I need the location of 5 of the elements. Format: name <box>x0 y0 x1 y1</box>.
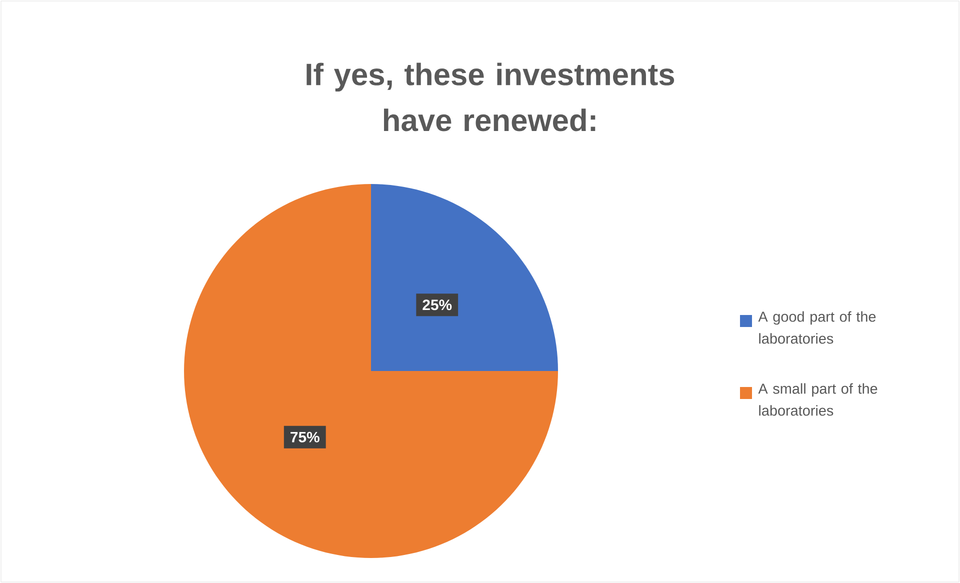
data-label: 25% <box>422 300 452 310</box>
legend-label: A small part of the laboratories <box>758 383 878 416</box>
chart-title: If yes, these investments have renewed: <box>306 62 674 132</box>
legend-label: A good part of the laboratories <box>758 311 876 344</box>
data-label: 75% <box>290 432 320 442</box>
